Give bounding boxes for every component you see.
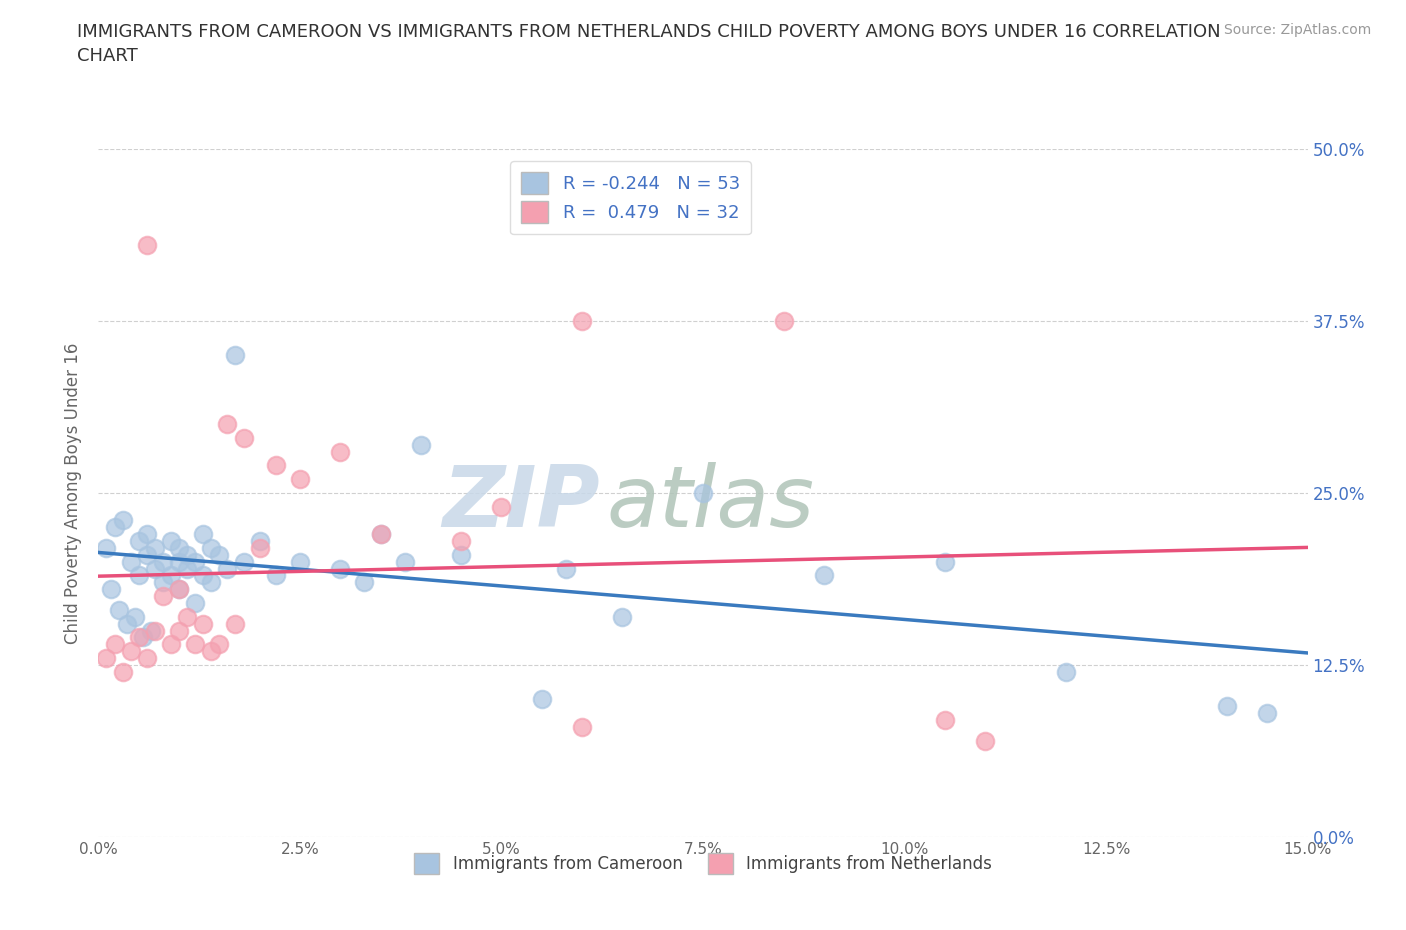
Point: [934, 554, 956, 569]
Point: [217, 561, 239, 576]
Text: IMMIGRANTS FROM CAMEROON VS IMMIGRANTS FROM NETHERLANDS CHILD POVERTY AMONG BOYS: IMMIGRANTS FROM CAMEROON VS IMMIGRANTS F…: [77, 23, 1220, 65]
Point: [224, 617, 246, 631]
Point: [353, 575, 375, 590]
Point: [160, 568, 183, 583]
Point: [96, 540, 118, 555]
Point: [143, 623, 166, 638]
Point: [167, 554, 190, 569]
Point: [96, 651, 118, 666]
Point: [394, 554, 416, 569]
Point: [143, 540, 166, 555]
Point: [120, 644, 142, 658]
Point: [934, 712, 956, 727]
Text: atlas: atlas: [606, 461, 814, 545]
Point: [176, 609, 198, 624]
Point: [224, 348, 246, 363]
Point: [143, 561, 166, 576]
Point: [128, 630, 150, 644]
Point: [167, 582, 190, 597]
Point: [208, 637, 231, 652]
Point: [107, 603, 129, 618]
Point: [103, 637, 125, 652]
Point: [530, 692, 553, 707]
Point: [200, 575, 222, 590]
Point: [120, 554, 142, 569]
Point: [612, 609, 634, 624]
Point: [450, 548, 472, 563]
Point: [772, 313, 794, 328]
Point: [370, 526, 392, 541]
Point: [103, 520, 125, 535]
Point: [152, 575, 174, 590]
Point: [132, 630, 155, 644]
Point: [184, 595, 207, 610]
Point: [100, 582, 122, 597]
Legend: Immigrants from Cameroon, Immigrants from Netherlands: Immigrants from Cameroon, Immigrants fro…: [408, 846, 998, 881]
Point: [176, 561, 198, 576]
Point: [264, 458, 287, 472]
Point: [571, 313, 593, 328]
Point: [193, 526, 215, 541]
Point: [974, 733, 997, 748]
Point: [288, 472, 311, 486]
Y-axis label: Child Poverty Among Boys Under 16: Child Poverty Among Boys Under 16: [65, 342, 83, 644]
Point: [555, 561, 578, 576]
Point: [160, 637, 183, 652]
Point: [1216, 698, 1239, 713]
Point: [115, 617, 138, 631]
Point: [232, 554, 254, 569]
Point: [176, 548, 198, 563]
Point: [813, 568, 835, 583]
Point: [288, 554, 311, 569]
Point: [124, 609, 146, 624]
Point: [200, 540, 222, 555]
Point: [135, 548, 157, 563]
Text: ZIP: ZIP: [443, 461, 600, 545]
Point: [184, 637, 207, 652]
Point: [217, 417, 239, 432]
Point: [160, 534, 183, 549]
Point: [193, 568, 215, 583]
Point: [128, 534, 150, 549]
Point: [232, 431, 254, 445]
Point: [167, 623, 190, 638]
Point: [167, 582, 190, 597]
Point: [200, 644, 222, 658]
Point: [249, 540, 271, 555]
Point: [152, 589, 174, 604]
Point: [329, 561, 352, 576]
Point: [450, 534, 472, 549]
Point: [692, 485, 714, 500]
Point: [135, 526, 157, 541]
Point: [571, 720, 593, 735]
Point: [1256, 706, 1278, 721]
Point: [111, 664, 134, 679]
Point: [135, 651, 157, 666]
Point: [491, 499, 513, 514]
Point: [139, 623, 162, 638]
Point: [167, 540, 190, 555]
Point: [370, 526, 392, 541]
Point: [111, 513, 134, 528]
Point: [208, 548, 231, 563]
Point: [249, 534, 271, 549]
Point: [1054, 664, 1077, 679]
Text: Source: ZipAtlas.com: Source: ZipAtlas.com: [1223, 23, 1371, 37]
Point: [409, 437, 432, 452]
Point: [135, 238, 157, 253]
Point: [264, 568, 287, 583]
Point: [184, 554, 207, 569]
Point: [128, 568, 150, 583]
Point: [152, 554, 174, 569]
Point: [329, 445, 352, 459]
Point: [193, 617, 215, 631]
